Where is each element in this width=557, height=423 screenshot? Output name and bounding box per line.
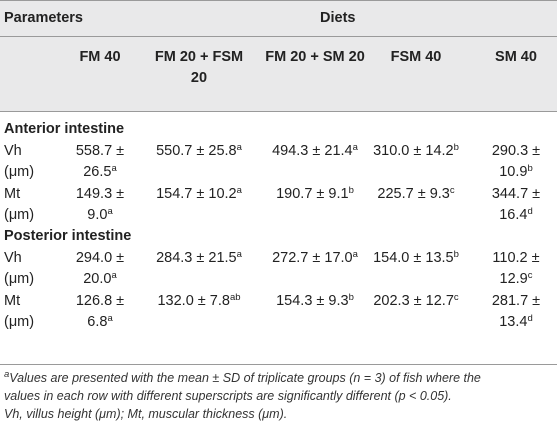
col-fm20-fsm20-line2: 20: [190, 70, 208, 86]
cell-value: 126.8 ±: [75, 293, 125, 309]
header-diets: Diets: [320, 10, 356, 26]
cell-value-line2: 6.8a: [87, 313, 113, 330]
footnote-line3: Vh, villus height (μm); Mt, muscular thi…: [4, 407, 288, 421]
footnote-line1: aValues are presented with the mean ± SD…: [4, 369, 481, 385]
cell-fsm40: 225.7 ± 9.3c: [377, 185, 455, 202]
row-label: Mt (μm): [4, 291, 34, 333]
param-name: Vh: [4, 250, 22, 266]
param-unit: (μm): [4, 314, 35, 330]
cell-fm40: 149.3 ± 9.0a: [72, 184, 128, 226]
superscript: c: [453, 292, 459, 303]
param-name: Vh: [4, 143, 22, 159]
cell-sm40: 110.2 ± 12.9c: [480, 248, 552, 290]
superscript: a: [107, 313, 113, 324]
cell-fm20-sm20: 190.7 ± 9.1b: [276, 185, 354, 202]
cell-value: 110.2 ±: [492, 250, 540, 266]
header-top-rule: [0, 0, 557, 1]
cell-sm40: 290.3 ± 10.9b: [480, 141, 552, 183]
col-fm20-fsm20: FM 20 + FSM 20: [144, 47, 254, 89]
cell-fsm40: 202.3 ± 12.7c: [373, 292, 459, 309]
cell-value: 281.7 ±: [491, 293, 541, 309]
footnote-line2: values in each row with different supers…: [4, 389, 452, 403]
cell-fm20-sm20: 494.3 ± 21.4a: [272, 142, 358, 159]
superscript: a: [352, 142, 358, 153]
col-sm40: SM 40: [495, 49, 537, 65]
header-bottom-rule: [0, 111, 557, 112]
superscript: b: [453, 142, 459, 153]
cell-sm40: 344.7 ± 16.4d: [480, 184, 552, 226]
cell-value: 294.0 ±: [75, 250, 125, 266]
cell-value-line2: 20.0a: [83, 270, 117, 287]
cell-sm40: 281.7 ± 13.4d: [480, 291, 552, 333]
cell-fm40: 126.8 ± 6.8a: [72, 291, 128, 333]
superscript: a: [111, 163, 117, 174]
section-anterior-title: Anterior intestine: [4, 121, 125, 137]
cell-fm40: 294.0 ± 20.0a: [72, 248, 128, 290]
header-mid-rule: [0, 36, 557, 37]
superscript: ab: [229, 292, 241, 303]
superscript: a: [236, 142, 242, 153]
superscript: a: [352, 249, 358, 260]
cell-value: 558.7 ±: [75, 143, 125, 159]
table-header: Parameters Diets FM 40 FM 20 + FSM 20 FM…: [0, 0, 557, 112]
section-posterior-title: Posterior intestine: [4, 228, 132, 244]
param-name: Mt: [4, 186, 21, 202]
cell-fm20-sm20: 154.3 ± 9.3b: [276, 292, 354, 309]
row-label: Vh (μm): [4, 248, 34, 290]
cell-value-line2: 12.9c: [499, 270, 533, 287]
footnote-rule: [0, 364, 557, 365]
row-label: Vh (μm): [4, 141, 34, 183]
cell-fm20-fsm20: 154.7 ± 10.2a: [156, 185, 242, 202]
superscript: b: [348, 185, 354, 196]
cell-value: 149.3 ±: [75, 186, 125, 202]
cell-fm20-sm20: 272.7 ± 17.0a: [272, 249, 358, 266]
cell-fm20-fsm20: 284.3 ± 21.5a: [156, 249, 242, 266]
cell-value-line2: 26.5a: [83, 163, 117, 180]
cell-fsm40: 154.0 ± 13.5b: [373, 249, 459, 266]
cell-value-line2: 16.4d: [499, 206, 533, 223]
cell-fsm40: 310.0 ± 14.2b: [373, 142, 459, 159]
superscript: b: [453, 249, 459, 260]
superscript: a: [107, 206, 113, 217]
superscript: b: [348, 292, 354, 303]
param-unit: (μm): [4, 164, 35, 180]
cell-value-line2: 9.0a: [87, 206, 113, 223]
col-fm40: FM 40: [79, 49, 121, 65]
superscript: a: [111, 270, 117, 281]
superscript: b: [527, 163, 533, 174]
cell-fm40: 558.7 ± 26.5a: [72, 141, 128, 183]
row-label: Mt (μm): [4, 184, 34, 226]
superscript: c: [527, 270, 533, 281]
col-fsm40: FSM 40: [390, 49, 442, 65]
header-parameters: Parameters: [4, 10, 83, 26]
param-name: Mt: [4, 293, 21, 309]
superscript: c: [449, 185, 455, 196]
col-fm20-sm20: FM 20 + SM 20: [265, 49, 365, 65]
superscript: a: [236, 185, 242, 196]
param-unit: (μm): [4, 207, 35, 223]
param-unit: (μm): [4, 271, 35, 287]
cell-value-line2: 13.4d: [499, 313, 533, 330]
superscript: a: [236, 249, 242, 260]
cell-fm20-fsm20: 550.7 ± 25.8a: [156, 142, 242, 159]
cell-value: 290.3 ±: [491, 143, 541, 159]
cell-fm20-fsm20: 132.0 ± 7.8ab: [157, 292, 241, 309]
cell-value: 344.7 ±: [491, 186, 541, 202]
col-fm20-fsm20-line1: FM 20 + FSM: [154, 49, 244, 65]
superscript: d: [527, 206, 533, 217]
superscript: a: [4, 369, 10, 380]
cell-value-line2: 10.9b: [499, 163, 533, 180]
superscript: d: [527, 313, 533, 324]
